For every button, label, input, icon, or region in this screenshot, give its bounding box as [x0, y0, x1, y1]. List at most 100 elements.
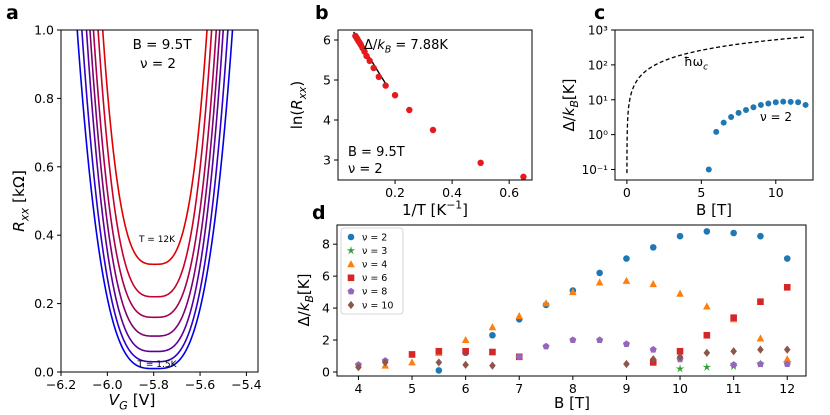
- panel-d-point-pentagon: [730, 361, 738, 368]
- panel-d-point-square: [676, 347, 684, 355]
- panel-d-legend-marker: [347, 274, 355, 282]
- panel-d-point-circle: [730, 229, 737, 237]
- panel-c-letter: c: [594, 2, 605, 24]
- panel-d-point-triangle: [756, 334, 765, 342]
- panel-d-point-square: [757, 298, 764, 305]
- panel-a-curve-T6: [89, 30, 221, 337]
- panel-d-point-diamond: [623, 359, 630, 369]
- panel-d-point-pentagon: [622, 340, 630, 348]
- panel-c-point: [743, 106, 750, 113]
- panel-c-cyclotron-curve: [626, 36, 806, 174]
- panel-d-legend-marker: [347, 260, 355, 268]
- panel-a-frame: [60, 29, 259, 373]
- panel-d-point-pentagon: [542, 342, 550, 350]
- panel-a-xtick-label: −5.6: [185, 377, 215, 392]
- panel-d-legend-marker: [347, 300, 355, 310]
- panel-a-curve-T4: [85, 30, 225, 353]
- panel-b-point: [375, 73, 382, 81]
- panel-d-point-square: [462, 347, 469, 355]
- panel-d-point-circle: [489, 331, 496, 339]
- panel-d-point-square: [489, 348, 496, 356]
- panel-d-point-pentagon: [649, 345, 657, 353]
- panel-a-letter: a: [6, 2, 19, 24]
- panel-c-point: [720, 119, 727, 126]
- panel-d-point-diamond: [435, 358, 443, 367]
- panel-d-point-star: [675, 364, 685, 373]
- panel-d-xtick-label: 9: [622, 381, 630, 396]
- panel-c-point: [705, 166, 712, 173]
- panel-c-xtick-label: 5: [697, 185, 705, 200]
- panel-d-ytick-label: 2: [322, 333, 330, 348]
- panel-c-point: [780, 98, 787, 105]
- panel-d-point-circle: [757, 232, 764, 240]
- panel-b-xtick-label: 0.4: [442, 185, 462, 200]
- panel-b-ytick-label: 3: [323, 153, 331, 168]
- panel-d-xlabel: B [T]: [554, 394, 590, 412]
- panel-d-point-circle: [703, 228, 711, 235]
- panel-d-ytick-label: 0: [322, 365, 330, 380]
- panel-d-point-pentagon: [515, 353, 523, 360]
- panel-c-xtick-label: 0: [623, 185, 631, 200]
- panel-d-point-diamond: [355, 363, 362, 372]
- panel-c-ytick-label: 10²: [588, 58, 608, 72]
- panel-a-xtick-label: −5.4: [231, 377, 261, 392]
- panel-b-point: [382, 82, 389, 89]
- panel-d-legend-label: ν = 3: [362, 246, 387, 257]
- panel-d-frame: [336, 224, 807, 377]
- panel-b-xlabel: 1/T [K−1]: [402, 199, 468, 219]
- panel-d-point-triangle: [676, 289, 684, 297]
- panel-d-legend-marker: [347, 233, 355, 241]
- panel-a-ytick-label: 0.8: [34, 91, 54, 106]
- panel-b-point: [477, 159, 484, 166]
- panel-d-point-pentagon: [783, 360, 791, 368]
- panel-c-point: [787, 98, 794, 105]
- panel-a-curve-T8: [92, 30, 218, 319]
- panel-a-ytick-label: 0.2: [34, 296, 54, 311]
- panel-a-annotation-field: B = 9.5T: [133, 37, 193, 53]
- panel-d-legend-label: ν = 10: [362, 300, 393, 311]
- panel-c-point: [802, 101, 809, 108]
- panel-c-point: [795, 99, 802, 106]
- panel-d-legend-label: ν = 2: [362, 232, 387, 243]
- panel-c-ylabel: Δ/kB[K]: [560, 79, 581, 132]
- panel-d-point-circle: [623, 255, 630, 262]
- panel-b-point: [363, 52, 370, 60]
- panel-c-point: [772, 99, 779, 106]
- panel-d-legend-label: ν = 6: [362, 273, 387, 284]
- panel-d-point-diamond: [381, 358, 389, 367]
- panel-a-xtick-label: −5.8: [139, 377, 169, 392]
- panel-d-point-square: [703, 331, 711, 339]
- panel-d-legend-label: ν = 8: [362, 287, 387, 298]
- panel-c-point: [757, 101, 764, 108]
- panel-d-point-circle: [596, 269, 603, 277]
- panel-c-point: [713, 128, 720, 135]
- panel-b-point: [391, 92, 399, 99]
- panel-a-ylabel: Rxx [kΩ]: [10, 170, 31, 232]
- panel-a-curve-T2.5: [81, 30, 229, 363]
- panel-d-ytick-label: 8: [322, 237, 330, 252]
- panel-a-label-bottom: T = 1.5K: [137, 360, 178, 370]
- panel-b-fit-label: Δ/kB = 7.88K: [364, 38, 448, 56]
- panel-a-ytick-label: 1.0: [34, 23, 54, 38]
- panel-d-legend-label: ν = 4: [362, 260, 387, 271]
- panel-d-point-triangle: [461, 335, 470, 344]
- panel-d-letter: d: [312, 202, 326, 224]
- panel-d-point-triangle: [408, 358, 416, 366]
- panel-d-legend-box: [340, 227, 404, 315]
- panel-a-xlabel: VG [V]: [109, 391, 156, 412]
- panel-d-point-star: [702, 362, 712, 371]
- panel-d-xtick-label: 11: [726, 381, 742, 396]
- panel-c-xtick-label: 10: [768, 185, 784, 200]
- panel-b-ytick-label: 4: [323, 113, 331, 128]
- panel-d-point-pentagon: [569, 336, 577, 344]
- panel-d-point-pentagon: [756, 360, 764, 368]
- panel-c-frame: [614, 29, 814, 181]
- panel-a-ytick-label: 0.6: [34, 159, 54, 174]
- panel-b-ytick-label: 6: [323, 33, 331, 48]
- panel-d-legend-marker: [346, 246, 356, 255]
- panel-a-xtick-label: −6.0: [92, 377, 122, 392]
- panel-d-point-diamond: [703, 348, 711, 357]
- panel-d-point-circle: [676, 232, 684, 240]
- panel-c-ytick-label: 10⁰: [588, 128, 608, 142]
